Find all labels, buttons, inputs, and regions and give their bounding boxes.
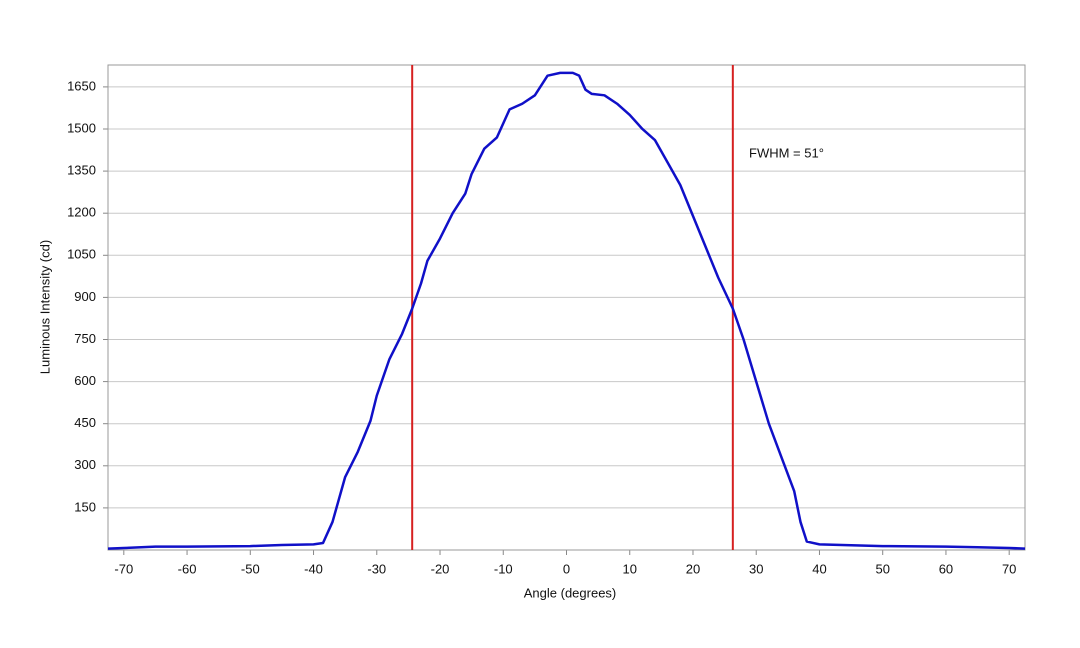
x-tick-label: -40 bbox=[304, 561, 323, 576]
x-tick-label: 20 bbox=[686, 561, 700, 576]
x-tick-label: 70 bbox=[1002, 561, 1016, 576]
x-tick-label: -20 bbox=[431, 561, 450, 576]
x-tick-label: 60 bbox=[939, 561, 953, 576]
x-tick-label: 0 bbox=[563, 561, 570, 576]
x-tick-label: 30 bbox=[749, 561, 763, 576]
annotation: FWHM = 51° bbox=[749, 145, 824, 160]
y-tick-label: 300 bbox=[74, 457, 96, 472]
y-tick-label: 900 bbox=[74, 289, 96, 304]
x-tick-label: -60 bbox=[178, 561, 197, 576]
y-axis-title: Luminous Intensity (cd) bbox=[37, 240, 52, 374]
x-tick-label: 40 bbox=[812, 561, 826, 576]
x-tick-label: -30 bbox=[367, 561, 386, 576]
y-tick-label: 150 bbox=[74, 499, 96, 514]
x-tick-label: -70 bbox=[114, 561, 133, 576]
y-tick-label: 1350 bbox=[67, 163, 96, 178]
y-tick-label: 1200 bbox=[67, 205, 96, 220]
plot-frame bbox=[107, 64, 1026, 551]
data-line bbox=[107, 71, 1026, 550]
y-tick-label: 450 bbox=[74, 415, 96, 430]
y-tick-label: 750 bbox=[74, 331, 96, 346]
y-tick-label: 1050 bbox=[67, 247, 96, 262]
y-tick-label: 600 bbox=[74, 373, 96, 388]
y-tick-label: 1500 bbox=[67, 120, 96, 135]
x-tick-label: 10 bbox=[623, 561, 637, 576]
x-tick-label: 50 bbox=[875, 561, 889, 576]
x-tick-label: -10 bbox=[494, 561, 513, 576]
x-tick-label: -50 bbox=[241, 561, 260, 576]
x-axis-title: Angle (degrees) bbox=[524, 585, 617, 600]
y-tick-label: 1650 bbox=[67, 78, 96, 93]
